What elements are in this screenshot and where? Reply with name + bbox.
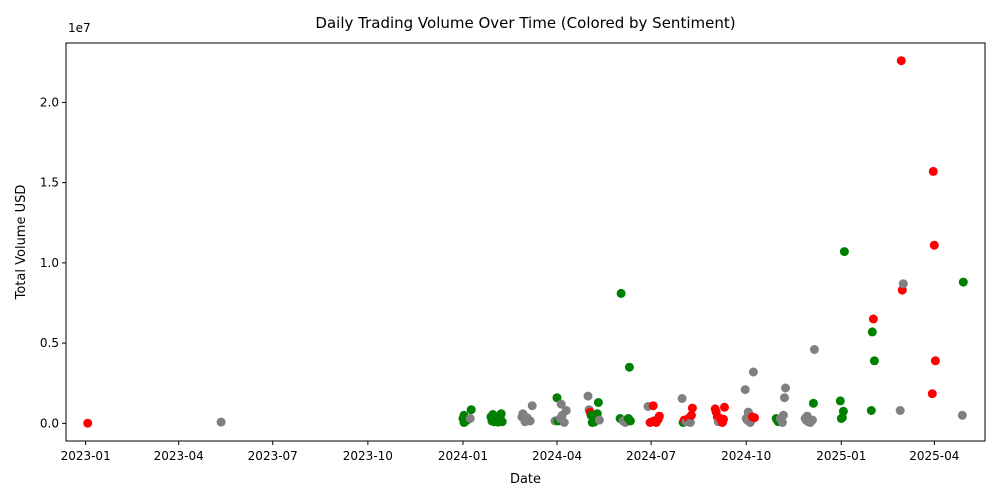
data-point [594, 415, 604, 425]
data-point [559, 418, 569, 427]
data-point [869, 356, 879, 366]
data-point [896, 56, 906, 66]
data-point [720, 402, 729, 412]
y-axis-label: Total Volume USD [14, 185, 29, 301]
y-tick-label: 2.0 [40, 95, 59, 109]
data-point [781, 383, 790, 393]
data-point [677, 394, 687, 403]
data-point [556, 399, 566, 409]
data-point [750, 413, 759, 423]
data-point [927, 389, 937, 399]
data-point [497, 417, 507, 427]
x-tick-label: 2023-10 [343, 449, 393, 463]
data-point [809, 345, 819, 354]
data-point [867, 327, 877, 337]
data-point [83, 418, 93, 428]
x-tick-label: 2025-04 [909, 449, 959, 463]
y-tick-label: 1.0 [40, 256, 59, 270]
data-point [740, 385, 750, 395]
y-axis-ticks: 0.0 0.5 1.0 1.5 2.0 [40, 95, 66, 430]
data-point [928, 166, 938, 176]
data-point [838, 406, 848, 416]
x-tick-label: 2024-04 [532, 449, 582, 463]
data-point [719, 414, 728, 424]
data-point [868, 314, 878, 324]
data-point [839, 247, 849, 257]
data-point [686, 410, 696, 420]
data-point [648, 401, 658, 411]
data-point [777, 418, 787, 427]
plot-area-frame [65, 42, 986, 442]
data-point [898, 279, 908, 289]
x-tick-label: 2023-07 [248, 449, 298, 463]
x-tick-label: 2023-04 [154, 449, 204, 463]
y-offset-label: 1e7 [68, 21, 91, 35]
y-tick-label: 0.5 [40, 336, 59, 350]
data-point [654, 411, 664, 421]
data-point [808, 398, 818, 408]
data-point [593, 398, 603, 407]
y-tick-label: 1.5 [40, 176, 59, 190]
x-axis-label: Date [510, 472, 541, 487]
chart-title: Daily Trading Volume Over Time (Colored … [315, 14, 735, 32]
data-point [780, 393, 789, 403]
data-point [957, 410, 967, 420]
data-point [496, 409, 506, 419]
data-point [895, 406, 905, 415]
data-point [835, 396, 845, 406]
data-point [216, 417, 226, 427]
data-point [624, 362, 634, 372]
data-point [625, 416, 635, 426]
data-point [525, 416, 535, 426]
x-tick-label: 2024-07 [626, 449, 676, 463]
data-point [583, 391, 593, 401]
data-point [778, 410, 788, 420]
data-point [552, 393, 562, 403]
x-tick-label: 2024-10 [721, 449, 771, 463]
x-axis-ticks: 2023-01 2023-04 2023-07 2023-10 2024-01 2024-… [61, 441, 959, 463]
data-point [616, 288, 626, 298]
data-point [466, 405, 476, 415]
data-point [930, 356, 940, 366]
data-point [527, 401, 537, 411]
x-tick-label: 2024-01 [438, 449, 488, 463]
x-tick-label: 2025-01 [816, 449, 866, 463]
data-point [807, 415, 817, 425]
x-tick-label: 2023-01 [61, 449, 111, 463]
data-point [465, 414, 475, 423]
data-point [561, 406, 571, 415]
data-point [748, 367, 758, 377]
data-point [866, 406, 876, 415]
data-points [83, 56, 968, 428]
data-point [929, 240, 939, 250]
data-point [687, 403, 697, 413]
data-point [685, 418, 695, 427]
y-tick-label: 0.0 [40, 416, 59, 430]
data-point [958, 277, 968, 287]
